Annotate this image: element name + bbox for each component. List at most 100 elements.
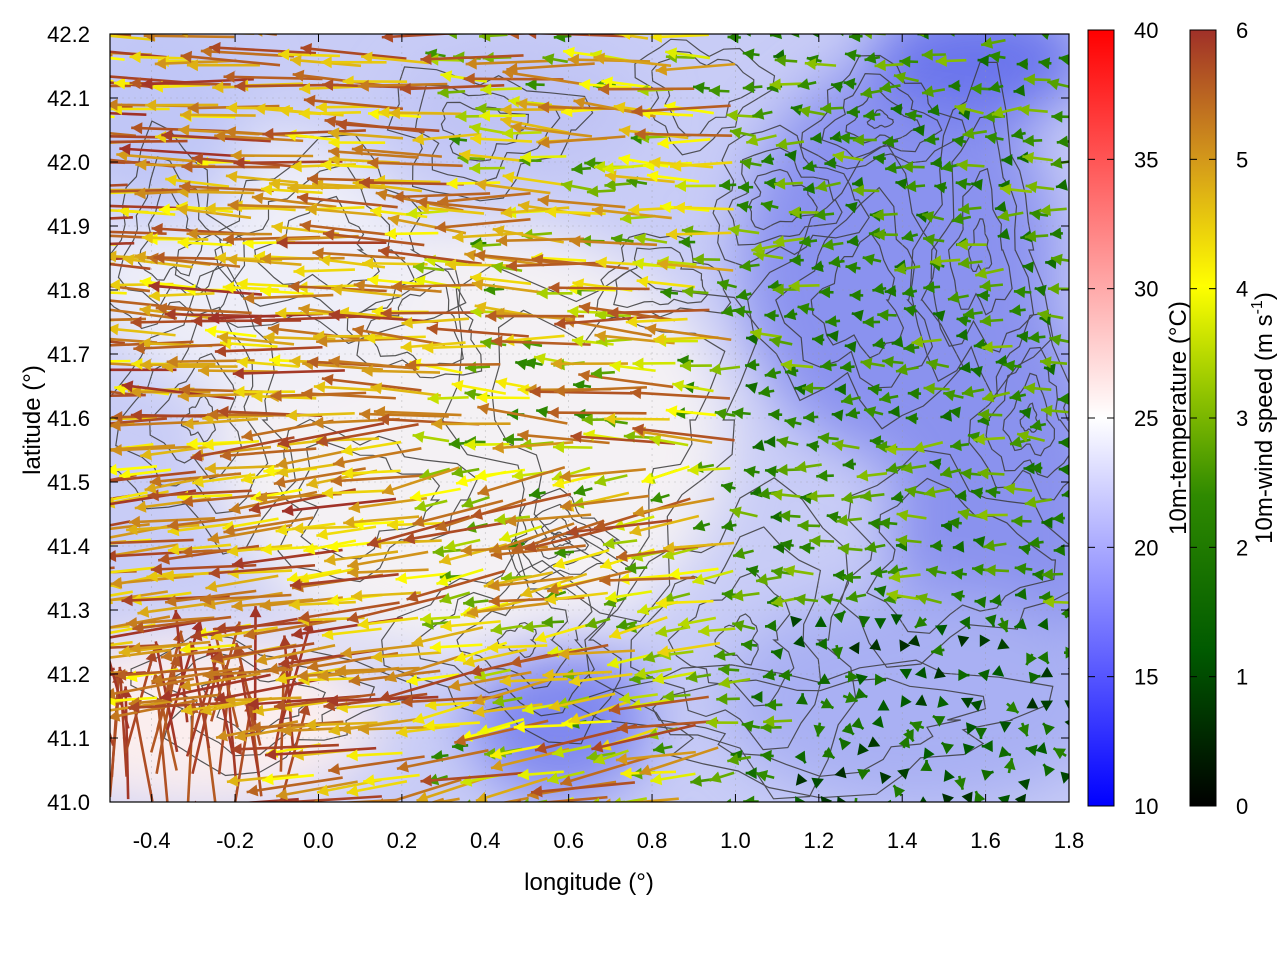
wind-vector-head	[307, 356, 319, 369]
wind-vector-head	[634, 667, 647, 680]
wind-vector-shaft	[609, 34, 649, 40]
wind-vector-shaft	[387, 216, 467, 235]
wind-vector-head	[204, 202, 216, 215]
wind-vector-head	[473, 249, 486, 262]
wind-vector-head	[451, 379, 464, 392]
wind-vector-shaft	[159, 673, 271, 700]
wind-vector-head	[306, 34, 308, 35]
wind-vector-head	[698, 624, 710, 637]
wind-vector-head	[1024, 496, 1037, 508]
wind-vector-shaft	[304, 721, 378, 727]
wind-vector-head	[764, 367, 777, 379]
wind-vector-head	[978, 408, 990, 421]
wind-vector-head	[860, 489, 872, 502]
wind-vector-head	[499, 531, 512, 543]
wind-vector-head	[634, 233, 647, 245]
wind-vector-head	[831, 409, 844, 422]
wind-vector-shaft	[251, 195, 337, 209]
wind-vector-head	[687, 463, 699, 476]
wind-vectors	[13, 18, 1069, 806]
wind-vector-head	[305, 203, 318, 216]
wind-vector-head	[652, 672, 665, 685]
wind-vector-head	[110, 709, 121, 722]
wind-vector-head	[1057, 392, 1069, 405]
wind-vector-shaft	[110, 242, 117, 246]
wind-vector-shaft	[470, 492, 572, 518]
wind-vector-head	[500, 115, 513, 128]
wind-vector-head	[977, 669, 990, 682]
wind-vector-head	[121, 380, 134, 393]
wind-vector-head	[774, 177, 786, 190]
wind-vector-head	[616, 550, 628, 562]
wind-vector-head	[848, 641, 860, 655]
wind-vector-head	[522, 620, 534, 633]
wind-vector-head	[923, 233, 935, 246]
wind-vector-head	[13, 571, 25, 583]
wind-vector-head	[1035, 741, 1048, 755]
wind-vector-shaft	[895, 26, 903, 27]
wind-vector-head	[1022, 151, 1034, 164]
wind-vector-shaft	[558, 649, 636, 656]
wind-vector-head	[140, 448, 152, 461]
wind-vector-head	[902, 285, 915, 298]
wind-vector-shaft	[370, 651, 442, 659]
wind-vector-head	[763, 715, 775, 728]
wind-vector-shaft	[231, 548, 343, 567]
wind-vector-head	[713, 649, 726, 661]
wind-vector-shaft	[110, 135, 170, 139]
wind-vector-head	[23, 50, 34, 62]
wind-vector-head	[600, 558, 613, 570]
wind-vector-shaft	[967, 28, 989, 30]
wind-vector-head	[845, 49, 857, 62]
wind-vector-head	[492, 695, 505, 707]
wind-vector-head	[776, 436, 789, 448]
wind-vector-head	[110, 576, 123, 589]
wind-vector-head	[328, 724, 341, 736]
wind-vector-head	[194, 18, 205, 30]
wind-vector-shaft	[110, 538, 194, 545]
wind-vector-head	[653, 333, 665, 346]
wind-vector-head	[392, 190, 404, 203]
y-tick-label: 41.8	[47, 278, 90, 303]
wind-vector-head	[471, 508, 484, 520]
wind-vector-shaft	[496, 237, 585, 243]
wind-vector-shaft	[110, 670, 128, 675]
wind-vector-shaft	[110, 520, 131, 527]
wind-vector-shaft	[411, 626, 484, 646]
wind-vector-head	[1009, 304, 1021, 317]
wind-vector-shaft	[251, 28, 334, 31]
wind-vector-head	[873, 152, 885, 165]
wind-vector-shaft	[721, 804, 739, 806]
wind-vector-head	[632, 357, 644, 370]
wind-vector-head	[653, 742, 665, 755]
colorbar-tick-label: 30	[1134, 277, 1158, 302]
wind-vector-head	[208, 312, 220, 325]
wind-vector-shaft	[147, 489, 252, 498]
wind-vector-head	[165, 174, 177, 187]
wind-vector-head	[852, 184, 864, 197]
wind-vector-head	[371, 305, 383, 318]
wind-vector-head	[963, 307, 975, 320]
wind-vector-head	[146, 570, 158, 583]
wind-vector-shaft	[110, 416, 158, 421]
wind-vector-shaft	[332, 447, 422, 466]
wind-vector-head	[139, 304, 152, 317]
wind-vector-shaft	[137, 601, 213, 615]
wind-vector-head	[346, 749, 358, 762]
wind-vector-head	[732, 407, 744, 420]
wind-vector-head	[956, 314, 969, 327]
wind-vector-head	[828, 255, 841, 268]
wind-vector-head	[31, 80, 42, 92]
wind-vector-head	[774, 54, 787, 67]
wind-vector-head	[502, 433, 514, 446]
wind-vector-head	[496, 234, 508, 247]
wind-vector-shaft	[212, 627, 239, 728]
wind-vector-head	[200, 45, 213, 58]
wind-vector-head	[261, 183, 273, 196]
wind-vector-shaft	[299, 223, 397, 237]
contour-line	[346, 268, 483, 379]
y-tick-label: 41.3	[47, 598, 90, 623]
wind-vector-shaft	[303, 98, 404, 111]
wind-vector-head	[263, 331, 275, 344]
wind-vector-head	[445, 258, 457, 271]
